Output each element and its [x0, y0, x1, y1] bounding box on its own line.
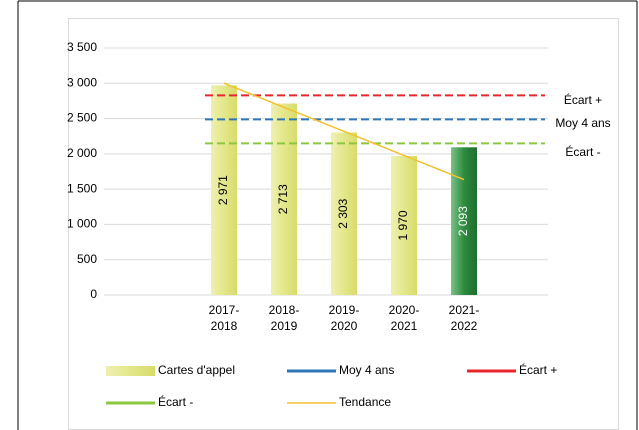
- reference-label: Écart +: [564, 92, 602, 107]
- bar: [271, 103, 297, 296]
- x-tick-label: 2021-2022: [448, 303, 480, 333]
- legend-label: Moy 4 ans: [339, 363, 394, 377]
- y-tick-label: 3 000: [67, 75, 97, 89]
- value-label: 2 713: [276, 184, 290, 214]
- x-tick-label: 2020-2021: [388, 303, 420, 333]
- value-label: 1 970: [396, 210, 410, 240]
- y-tick-label: 1 500: [67, 181, 97, 195]
- value-label: 2 303: [336, 198, 350, 228]
- x-tick-label: 2019-2020: [328, 303, 360, 333]
- bar: [451, 147, 477, 295]
- x-tick-label: 2017-2018: [208, 303, 240, 333]
- y-tick-label: 3 500: [67, 40, 97, 54]
- y-tick-label: 0: [90, 287, 97, 301]
- legend-label: Écart +: [519, 362, 557, 377]
- reference-label: Écart -: [565, 144, 600, 159]
- legend-swatch: [106, 366, 155, 376]
- legend-label: Cartes d'appel: [158, 363, 235, 377]
- y-tick-label: 500: [77, 252, 97, 266]
- value-label: 2 971: [216, 175, 230, 205]
- y-tick-label: 2 500: [67, 111, 97, 125]
- bar: [391, 155, 417, 295]
- legend-label: Tendance: [339, 395, 391, 409]
- value-label: 2 093: [456, 206, 470, 236]
- x-tick-label: 2018-2019: [268, 303, 300, 333]
- bar: [331, 132, 357, 295]
- y-tick-label: 2 000: [67, 146, 97, 160]
- reference-label: Moy 4 ans: [555, 116, 610, 130]
- trend-line: [223, 82, 465, 181]
- y-tick-label: 1 000: [67, 217, 97, 231]
- legend-label: Écart -: [158, 394, 193, 409]
